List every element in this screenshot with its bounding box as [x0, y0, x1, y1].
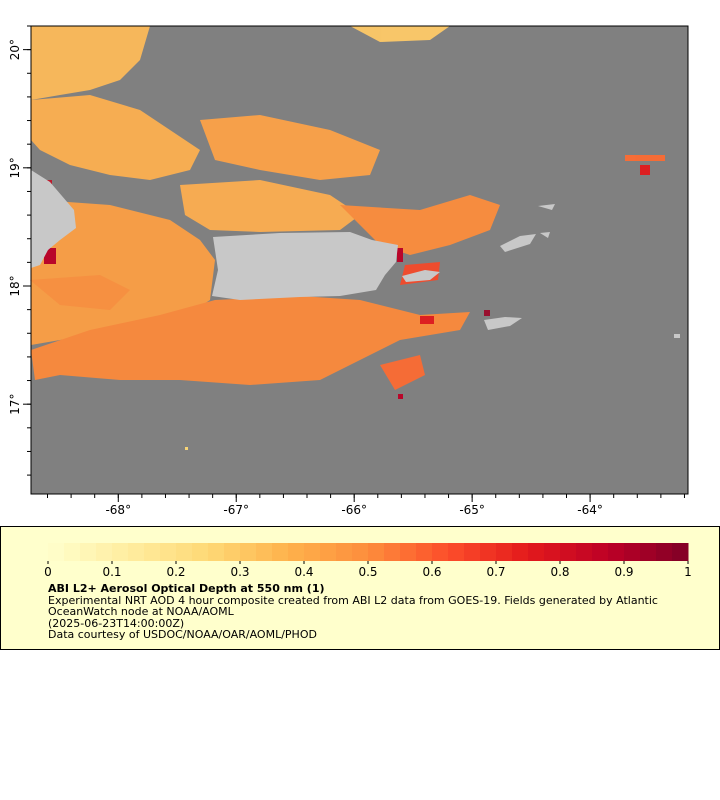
y-tick-label: 20°: [8, 39, 22, 60]
colorbar-cell: [640, 543, 657, 561]
colorbar-cell: [128, 543, 145, 561]
colorbar-cell: [384, 543, 401, 561]
colorbar-cell: [352, 543, 369, 561]
colorbar-cell: [160, 543, 177, 561]
map-frame: [30, 25, 689, 495]
colorbar-cell: [272, 543, 289, 561]
colorbar-tick-label: 0: [44, 565, 52, 579]
y-tick-label: 19°: [8, 157, 22, 178]
x-tick-label: -64°: [577, 503, 603, 517]
x-tick-label: -65°: [459, 503, 485, 517]
colorbar-tick-label: 0.9: [614, 565, 633, 579]
colorbar-cell: [368, 543, 385, 561]
colorbar-cell: [432, 543, 449, 561]
colorbar-cell: [320, 543, 337, 561]
colorbar-cell: [144, 543, 161, 561]
y-tick-label: 18°: [8, 275, 22, 296]
colorbar-cell: [256, 543, 273, 561]
colorbar-cell: [464, 543, 481, 561]
colorbar-cell: [496, 543, 513, 561]
colorbar-cell: [448, 543, 465, 561]
legend-text: ABI L2+ Aerosol Optical Depth at 550 nm …: [48, 583, 688, 641]
colorbar-cell: [608, 543, 625, 561]
colorbar-tick-label: 0.6: [422, 565, 441, 579]
land: [31, 170, 680, 338]
x-tick-label: -66°: [341, 503, 367, 517]
colorbar-cell: [624, 543, 641, 561]
colorbar-cell: [544, 543, 561, 561]
legend-time: (2025-06-23T14:00:00Z): [48, 616, 185, 630]
colorbar-tick-label: 0.1: [102, 565, 121, 579]
colorbar-tick-label: 0.5: [358, 565, 377, 579]
colorbar-cell: [576, 543, 593, 561]
colorbar-tick-label: 0.7: [486, 565, 505, 579]
colorbar-cell: [336, 543, 353, 561]
colorbar-cell: [400, 543, 417, 561]
colorbar-cell: [192, 543, 209, 561]
colorbar-cell: [304, 543, 321, 561]
colorbar-cell: [528, 543, 545, 561]
colorbar-cell: [592, 543, 609, 561]
colorbar-tick-label: 1: [684, 565, 692, 579]
colorbar-cell: [48, 543, 65, 561]
aerosol-field: [30, 26, 665, 450]
colorbar-cell: [208, 543, 225, 561]
colorbar-cell: [560, 543, 577, 561]
x-tick-label: -67°: [223, 503, 249, 517]
y-tick-label: 17°: [8, 394, 22, 415]
colorbar-cell: [288, 543, 305, 561]
colorbar-cell: [224, 543, 241, 561]
colorbar-tick-label: 0.2: [166, 565, 185, 579]
colorbar-tick-label: 0.3: [230, 565, 249, 579]
colorbar-cell: [480, 543, 497, 561]
colorbar-cell: [416, 543, 433, 561]
colorbar-cell: [240, 543, 257, 561]
colorbar-cell: [176, 543, 193, 561]
x-tick-label: -68°: [105, 503, 131, 517]
colorbar-cell: [672, 543, 689, 561]
colorbar-cell: [64, 543, 81, 561]
colorbar-cell: [512, 543, 529, 561]
colorbar-cell: [80, 543, 97, 561]
colorbar-cell: [656, 543, 673, 561]
legend-title: ABI L2+ Aerosol Optical Depth at 550 nm …: [48, 582, 325, 595]
legend-description: Experimental NRT AOD 4 hour composite cr…: [48, 593, 658, 618]
legend-credit: Data courtesy of USDOC/NOAA/OAR/AOML/PHO…: [48, 628, 317, 641]
colorbar-cell: [96, 543, 113, 561]
colorbar-tick-label: 0.4: [294, 565, 313, 579]
colorbar-tick-label: 0.8: [550, 565, 569, 579]
colorbar-cell: [112, 543, 129, 561]
